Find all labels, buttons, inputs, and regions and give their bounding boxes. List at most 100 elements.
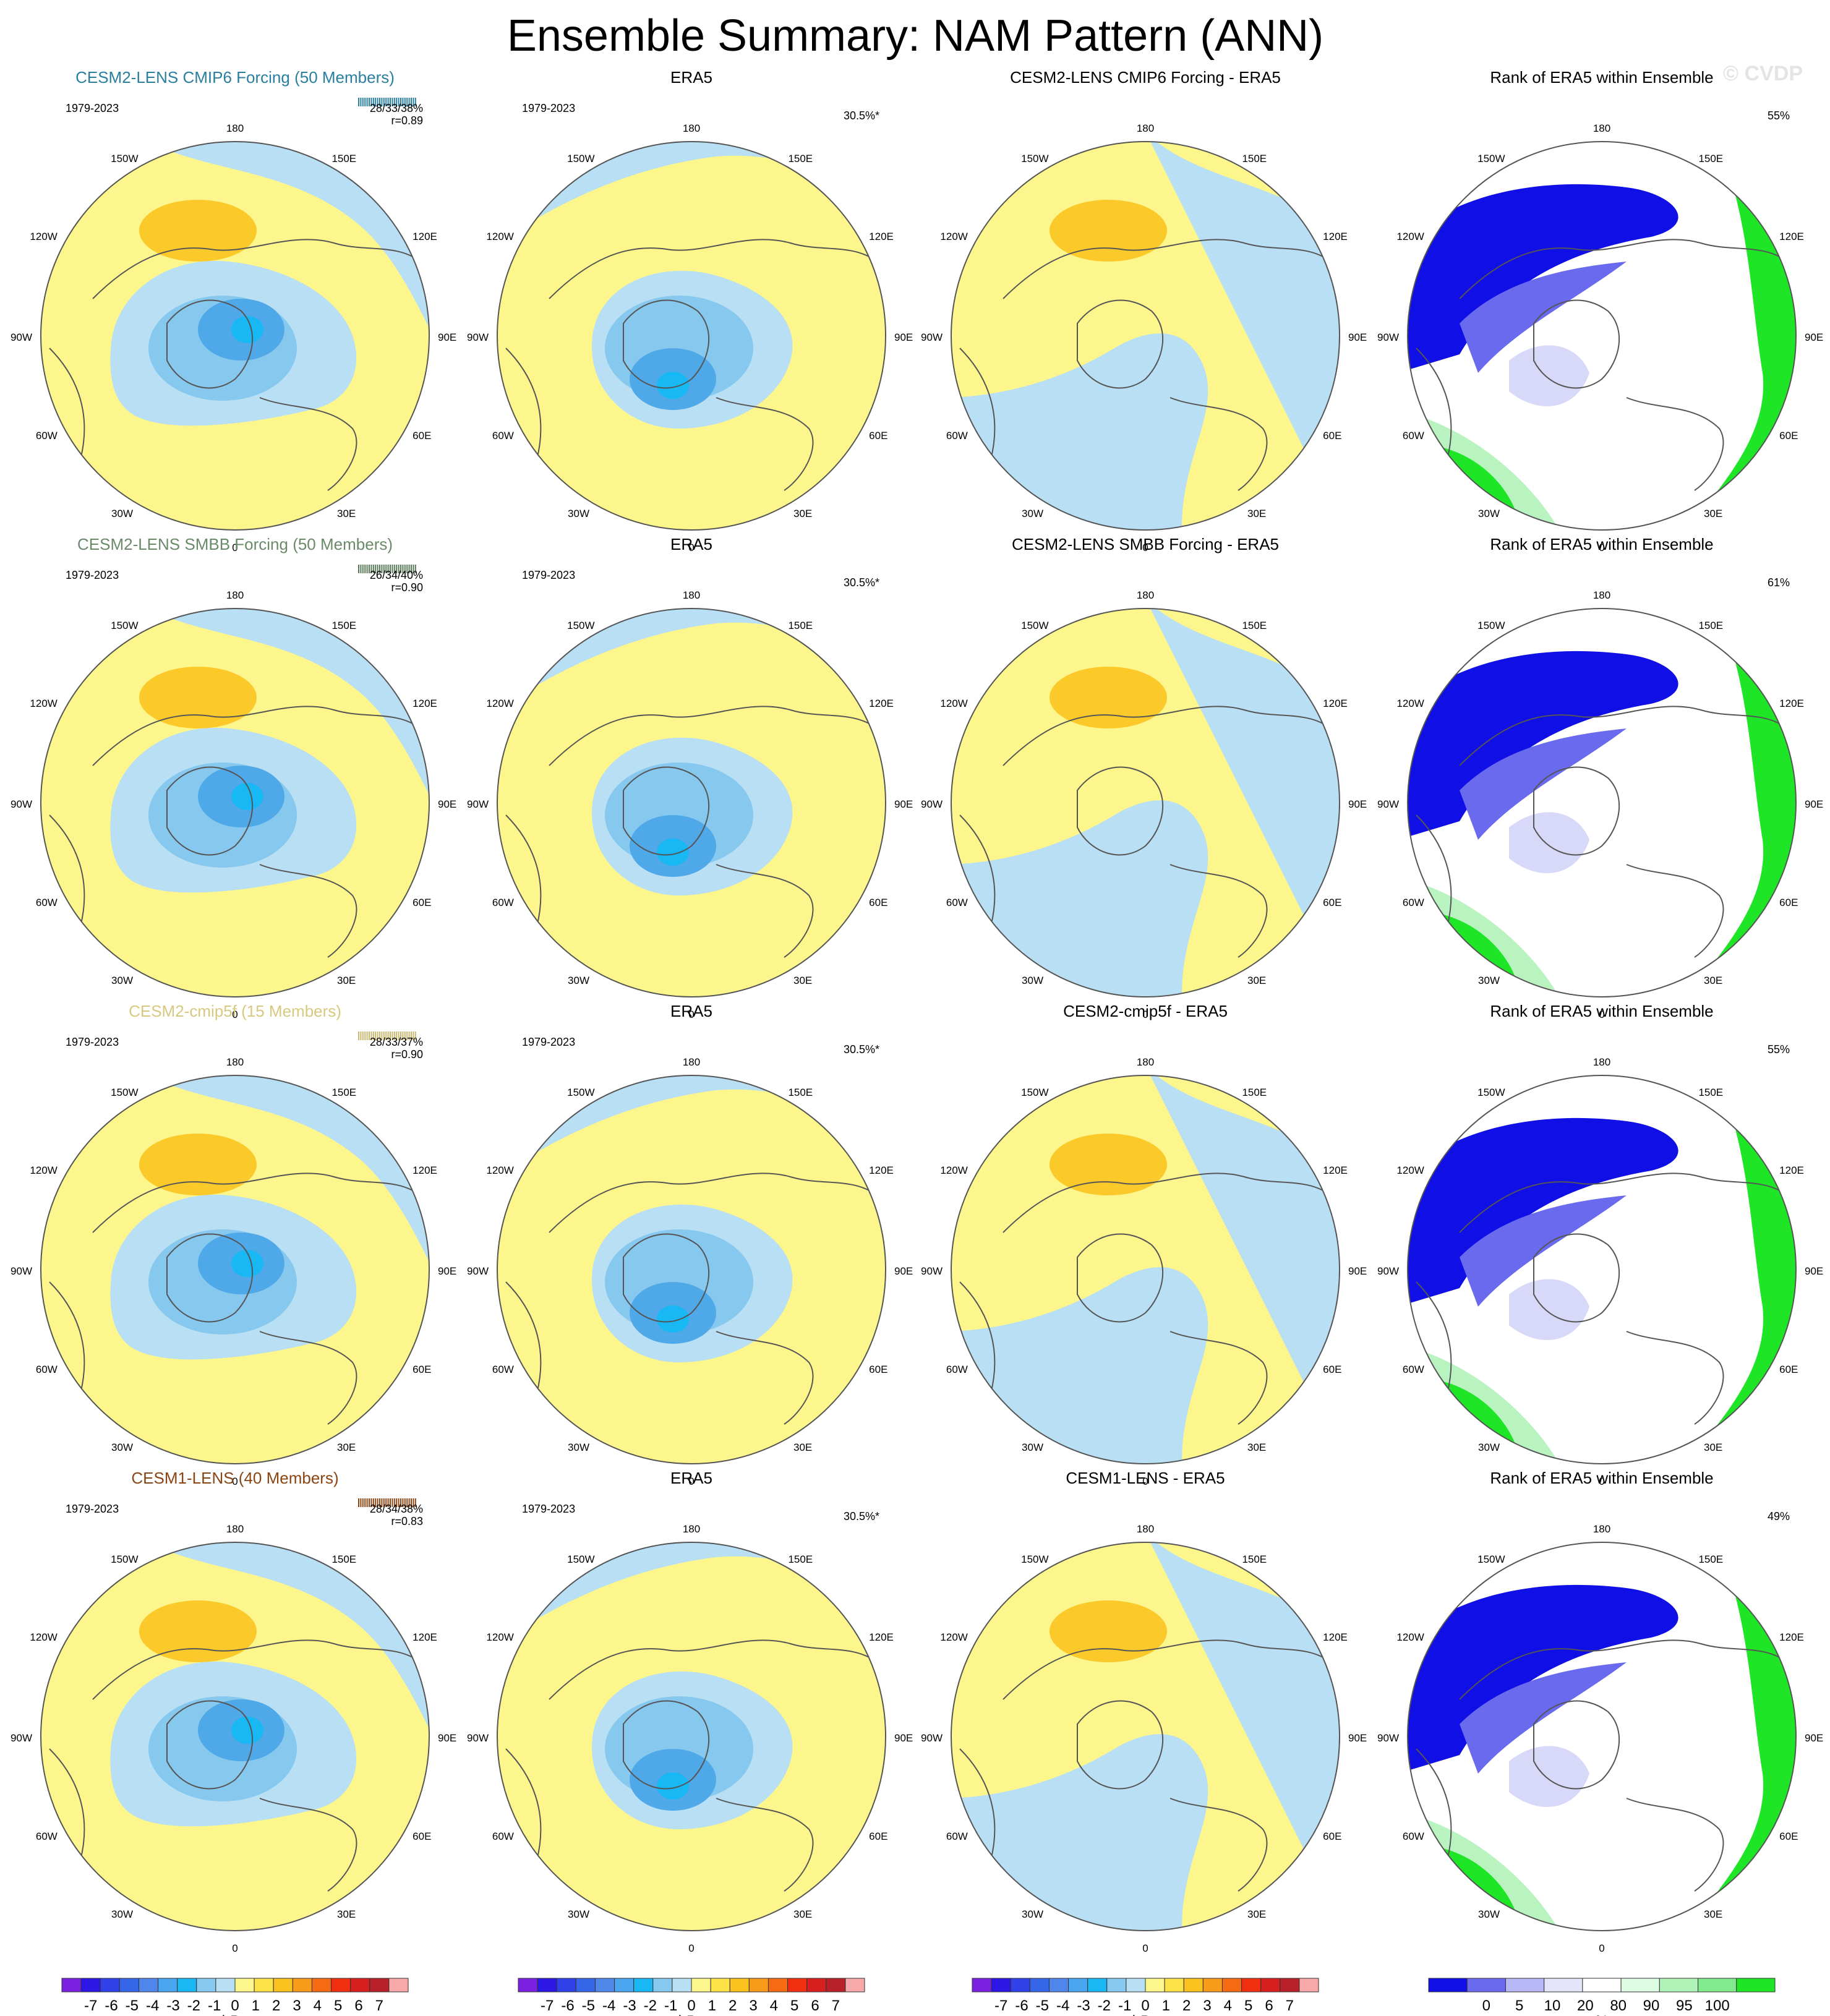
map-panel-diff-row4: CESM1-LENS - ERA5 180 150E 120E 90E 60E 30E 0 30… — [921, 1469, 1367, 1954]
europe-coastline — [259, 864, 357, 958]
ensemble-member-tick — [362, 1031, 364, 1040]
colorbar-tick-label: -2 — [644, 1997, 657, 2014]
longitude-label: 30W — [1478, 1442, 1500, 1453]
ensemble-member-tick — [406, 1498, 408, 1507]
longitude-label: 150E — [1242, 620, 1267, 631]
longitude-label: 30W — [1022, 1908, 1043, 1920]
ensemble-member-tick — [408, 98, 410, 106]
longitude-label: 60W — [492, 1364, 514, 1375]
panel-title: CESM2-LENS SMBB Forcing (50 Members) — [77, 535, 393, 553]
ensemble-member-tick — [379, 565, 380, 573]
colorbar-swatch — [652, 1978, 673, 1993]
longitude-label: 120E — [869, 1631, 894, 1643]
colorbar-tick-label: -5 — [126, 1997, 139, 2014]
longitude-label: 150W — [1477, 153, 1505, 164]
ensemble-stat-correlation: r=0.89 — [391, 114, 423, 127]
longitude-label: 60W — [492, 897, 514, 908]
ensemble-member-tick — [393, 98, 395, 106]
longitude-label: 0 — [232, 1009, 237, 1020]
america-coastline — [959, 1748, 996, 1861]
rank-lightlow-region — [1509, 1279, 1589, 1340]
map-panel-obs-row2: ERA5 180 150E 120E 90E 60E 30E 0 30W 60W 90W 120W 15… — [467, 535, 913, 1020]
longitude-label: 30W — [568, 975, 589, 986]
ensemble-member-tick — [362, 1498, 364, 1507]
ensemble-member-tick — [362, 98, 364, 106]
america-coastline — [959, 348, 996, 460]
colorbar-swatch — [748, 1978, 769, 1993]
colorbar-swatch — [633, 1978, 654, 1993]
colorbar-tick-label: 5 — [334, 1997, 342, 2014]
positive-anomaly-core — [139, 1134, 257, 1195]
longitude-label: 30E — [1247, 1908, 1266, 1920]
longitude-label: 120E — [1779, 1164, 1804, 1176]
greenland-outline — [623, 1233, 710, 1323]
colorbar-swatch — [1280, 1978, 1300, 1993]
colorbar-swatch — [972, 1978, 992, 1993]
colorbar-tick-label: -6 — [105, 1997, 118, 2014]
colorbar-tick-label: 2 — [272, 1997, 280, 2014]
colorbar-tick-label: 0 — [1141, 1997, 1149, 2014]
map-boundary-circle — [497, 1075, 886, 1464]
colorbar-swatch — [1164, 1978, 1184, 1993]
longitude-label: 30W — [568, 508, 589, 519]
colorbar-swatch — [991, 1978, 1011, 1993]
colorbar-swatch — [614, 1978, 635, 1993]
longitude-label: 60W — [946, 1830, 968, 1842]
colorbar-tick-label: -3 — [166, 1997, 179, 2014]
longitude-label: 60W — [492, 430, 514, 442]
panel-grid: CESM2-LENS CMIP6 Forcing (50 Members) 180… — [11, 68, 1823, 1954]
ensemble-member-tick — [383, 98, 385, 106]
europe-coastline — [1169, 1331, 1268, 1425]
ensemble-member-tick — [411, 1498, 412, 1507]
colorbar-tick-label: -4 — [1056, 1997, 1069, 2014]
greenland-outline — [1077, 1233, 1164, 1323]
longitude-label: 120E — [869, 698, 894, 709]
colorbar-tick-label: 0 — [687, 1997, 695, 2014]
colorbar-swatch — [1544, 1978, 1583, 1993]
ensemble-member-tick — [408, 1031, 410, 1040]
longitude-label: 150E — [331, 153, 356, 164]
colorbar-swatch — [826, 1978, 846, 1993]
panel-title: CESM1-LENS (40 Members) — [131, 1469, 338, 1487]
rank-lightlow-region — [1509, 345, 1589, 406]
longitude-label: 30E — [793, 1908, 812, 1920]
longitude-label: 30E — [337, 508, 356, 519]
colorbar-swatch — [1659, 1978, 1699, 1993]
colorbar-tick-label: -1 — [664, 1997, 677, 2014]
colorbar-tick-label: -2 — [1098, 1997, 1111, 2014]
longitude-label: 150E — [788, 153, 813, 164]
greenland-outline — [1533, 1700, 1620, 1790]
ensemble-member-tick — [383, 565, 385, 573]
longitude-label: 150W — [111, 620, 138, 631]
longitude-label: 30E — [1247, 975, 1266, 986]
ensemble-member-tick — [366, 1031, 368, 1040]
colorbar-swatch — [350, 1978, 370, 1993]
longitude-label: 150W — [567, 1553, 594, 1565]
colorbar-swatch — [594, 1978, 615, 1993]
colorbar-swatch — [1087, 1978, 1108, 1993]
longitude-label: 90W — [1377, 1732, 1399, 1744]
ensemble-member-tick — [393, 565, 395, 573]
panel-title: CESM2-LENS SMBB Forcing - ERA5 — [1012, 535, 1279, 553]
negative-anomaly-core — [657, 372, 689, 399]
longitude-label: 0 — [1599, 1009, 1604, 1020]
america-coastline — [1416, 348, 1452, 460]
longitude-label: 90W — [1377, 798, 1399, 810]
rank-lightlow-region — [1509, 1746, 1589, 1807]
greenland-outline — [166, 299, 254, 389]
longitude-label: 120E — [1779, 698, 1804, 709]
rank-lowmid-region — [1460, 728, 1627, 840]
longitude-label: 30W — [1478, 508, 1500, 519]
longitude-label: 60E — [869, 897, 887, 908]
ensemble-member-tick — [414, 1031, 416, 1040]
colorbar-unit-label: % — [1595, 2013, 1608, 2016]
longitude-label: 60E — [413, 897, 431, 908]
coastline-line — [549, 239, 878, 299]
negative-anomaly-core — [657, 1772, 689, 1800]
map-panel-model-row1: CESM2-LENS CMIP6 Forcing (50 Members) 180… — [11, 68, 456, 553]
ensemble-member-tick — [396, 98, 398, 106]
ensemble-stat-percent: 26/34/40% — [370, 569, 423, 581]
longitude-label: 90W — [1377, 1265, 1399, 1277]
